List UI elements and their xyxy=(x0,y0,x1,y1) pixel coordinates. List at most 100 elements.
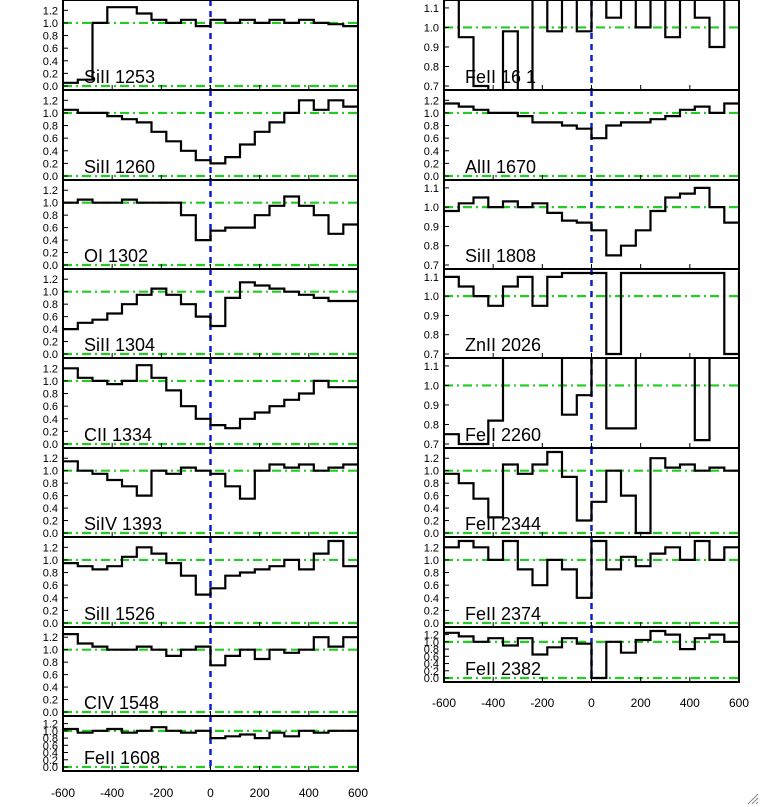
y-tick-label: 0.8 xyxy=(424,478,439,490)
y-tick-label: 0.4 xyxy=(43,748,58,760)
y-tick-label: 0.0 xyxy=(424,673,439,685)
y-tick-label: 0.0 xyxy=(43,762,58,774)
y-tick-label: 0.8 xyxy=(424,644,439,656)
y-tick-label: 0.7 xyxy=(424,439,439,451)
x-tick-label: 0 xyxy=(588,696,595,710)
y-tick-label: 0.4 xyxy=(43,593,58,605)
y-tick-label: 1.2 xyxy=(43,185,58,197)
y-tick-label: 0.6 xyxy=(43,740,58,752)
y-tick-label: 0.6 xyxy=(424,651,439,663)
y-tick-label: 1.2 xyxy=(43,453,58,465)
y-tick-label: 0.9 xyxy=(424,42,439,54)
y-tick-label: 0.2 xyxy=(424,158,439,170)
y-tick-label: 0.6 xyxy=(43,312,58,324)
y-tick-label: 0.0 xyxy=(424,171,439,183)
panel-znii-2026: 0.7 0.8 0.9 1.0 1.1 ZnII 2026 xyxy=(424,268,740,361)
y-tick-label: 0.6 xyxy=(43,133,58,145)
x-tick-label: -600 xyxy=(432,696,456,710)
y-tick-label: 1.2 xyxy=(43,632,58,644)
x-tick-label: 200 xyxy=(250,786,270,800)
y-tick-label: 1.2 xyxy=(424,542,439,554)
y-tick-label: 0.2 xyxy=(424,605,439,617)
y-tick-label: 0.6 xyxy=(43,401,58,413)
spectrum-line-siii-1260 xyxy=(63,99,358,165)
x-tick-label: 400 xyxy=(680,696,700,710)
panel-siii-1526: 0.00.20.40.60.81.01.2 SiII 1526 xyxy=(43,536,359,630)
spectrum-line-siii-1253 xyxy=(63,6,358,84)
y-tick-label: 0.2 xyxy=(424,516,439,528)
left-x-axis: -600 -400 -200 0 200 400 600 xyxy=(51,786,368,800)
panel-feii-2344: 0.00.20.40.60.81.01.2 FeII 2344 xyxy=(424,447,740,540)
panel-siii-1260: 0.00.20.40.60.81.01.2 SiII 1260 xyxy=(43,89,359,183)
y-tick-label: 0.4 xyxy=(424,593,439,605)
y-tick-label: 0.9 xyxy=(424,310,439,322)
ion-label: FeII 2260 xyxy=(465,425,541,445)
y-tick-label: 1.2 xyxy=(43,719,58,731)
y-tick-label: 0.4 xyxy=(43,235,58,247)
y-tick-label: 0.4 xyxy=(424,503,439,515)
y-tick-label: 0.2 xyxy=(43,68,58,80)
y-tick-label: 0.2 xyxy=(43,516,58,528)
x-tick-label: -200 xyxy=(149,786,173,800)
y-tick-label: 0.2 xyxy=(43,337,58,349)
y-tick-label: 0.0 xyxy=(43,349,58,361)
y-tick-label: 1.0 xyxy=(424,637,439,649)
y-tick-label: 0.8 xyxy=(424,330,439,342)
spectrum-line-feii-1611 xyxy=(457,0,726,90)
spectrum-line-znii-2026 xyxy=(444,271,739,356)
y-tick-label: 0.4 xyxy=(43,146,58,158)
y-tick-label: 0.2 xyxy=(43,158,58,170)
y-tick-label: 0.7 xyxy=(424,260,439,272)
y-tick-label: 1.0 xyxy=(424,555,439,567)
spectrum-line-siii-1808 xyxy=(444,186,739,257)
spectrum-line-feii-2260 xyxy=(444,358,711,446)
y-tick-label: 0.8 xyxy=(43,299,58,311)
y-tick-label: 0.4 xyxy=(43,682,58,694)
y-tick-label: 0.6 xyxy=(43,580,58,592)
y-tick-label: 0.2 xyxy=(424,666,439,678)
ion-label: FeII 2374 xyxy=(465,604,541,624)
y-tick-label: 0.4 xyxy=(424,146,439,158)
y-tick-label: 1.0 xyxy=(424,22,439,34)
y-tick-label: 1.0 xyxy=(43,466,58,478)
y-tick-label: 1.2 xyxy=(424,95,439,107)
y-tick-label: 0.2 xyxy=(43,248,58,260)
y-tick-label: 0.8 xyxy=(424,241,439,253)
y-tick-label: 0.0 xyxy=(424,528,439,540)
panel-cii-1334: 0.00.20.40.60.81.01.2 CII 1334 xyxy=(43,357,359,451)
y-tick-label: 0.0 xyxy=(424,618,439,630)
spectrum-line-siiv-1393 xyxy=(63,460,358,500)
ion-label: CIV 1548 xyxy=(84,693,159,713)
spectrum-line-oi-1302 xyxy=(63,195,358,242)
x-tick-label: 400 xyxy=(299,786,319,800)
x-tick-label: 200 xyxy=(631,696,651,710)
y-tick-label: 1.2 xyxy=(43,5,58,17)
panel-alii-1670: 0.00.20.40.60.81.01.2 AlII 1670 xyxy=(424,89,740,183)
y-tick-label: 1.0 xyxy=(424,202,439,214)
y-tick-label: 0.9 xyxy=(424,221,439,233)
y-tick-label: 0.4 xyxy=(43,56,58,68)
right-x-axis: -600 -400 -200 0 200 400 600 xyxy=(432,696,749,710)
spectrum-line-feii-2374 xyxy=(444,539,739,599)
ion-label: SiIV 1393 xyxy=(84,514,162,534)
y-tick-label: 1.0 xyxy=(43,645,58,657)
y-tick-label: 0.6 xyxy=(424,580,439,592)
x-tick-label: 600 xyxy=(729,696,749,710)
resize-grip-icon[interactable] xyxy=(747,793,759,805)
y-tick-label: 0.8 xyxy=(424,61,439,73)
panel-siii-1253: 0.00.20.40.60.81.01.2 SiII 1253 xyxy=(43,0,359,93)
y-tick-label: 1.0 xyxy=(43,726,58,738)
y-tick-label: 1.0 xyxy=(43,287,58,299)
y-tick-label: 0.6 xyxy=(424,133,439,145)
y-tick-label: 0.4 xyxy=(43,503,58,515)
y-tick-label: 0.8 xyxy=(424,121,439,133)
y-tick-label: 0.7 xyxy=(424,349,439,361)
x-tick-label: -600 xyxy=(51,786,75,800)
x-tick-label: 600 xyxy=(348,786,368,800)
ion-label: FeII 2344 xyxy=(465,514,541,534)
y-tick-label: 0.8 xyxy=(424,419,439,431)
ion-label: FeII 2382 xyxy=(465,659,541,679)
